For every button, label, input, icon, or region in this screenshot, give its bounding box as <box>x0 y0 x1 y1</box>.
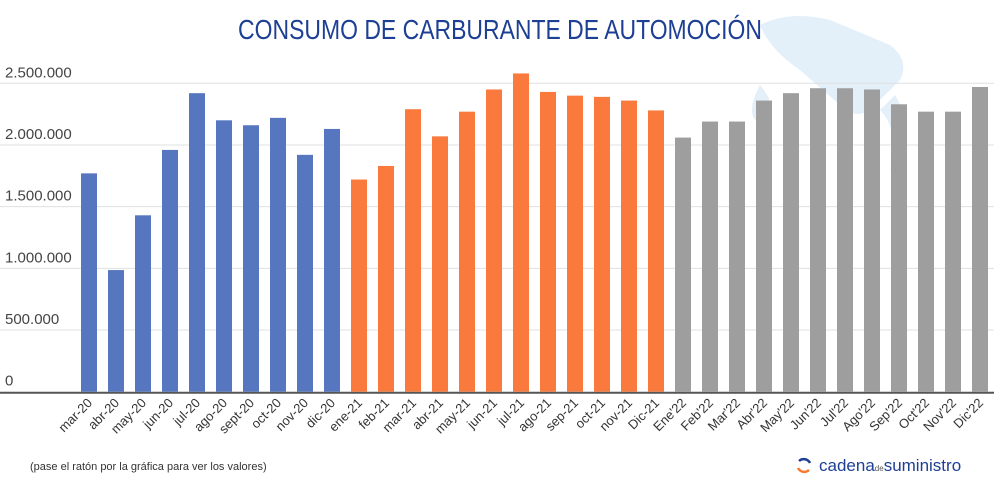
y-tick-label: 500.000 <box>5 311 59 328</box>
y-tick-label: 1.000.000 <box>5 249 72 266</box>
bar[interactable] <box>540 91 556 392</box>
y-tick-label: 0 <box>5 373 13 390</box>
y-tick-label: 2.500.000 <box>5 64 72 81</box>
bar[interactable] <box>621 100 637 392</box>
y-tick-label: 1.500.000 <box>5 188 72 205</box>
logo: cadenadesuministro <box>795 456 961 476</box>
x-tick-label: Dic'22 <box>950 395 986 431</box>
x-tick-label: jun-20 <box>139 395 176 432</box>
bar[interactable] <box>891 104 907 392</box>
bar[interactable] <box>216 120 232 392</box>
bar[interactable] <box>135 215 151 392</box>
bar[interactable] <box>729 121 745 392</box>
bar[interactable] <box>459 111 475 392</box>
bar[interactable] <box>810 88 826 392</box>
bar[interactable] <box>486 89 502 392</box>
logo-text-1: cadena <box>819 456 875 475</box>
x-tick-label: Jun'22 <box>787 395 824 432</box>
bar[interactable] <box>918 111 934 392</box>
bar[interactable] <box>324 128 340 392</box>
bar[interactable] <box>648 110 664 392</box>
bar[interactable] <box>837 88 853 392</box>
x-tick-label: jun-21 <box>463 395 500 432</box>
logo-text-2: de <box>874 464 884 473</box>
x-tick-label: mar-20 <box>55 395 95 435</box>
bar[interactable] <box>675 137 691 392</box>
bar[interactable] <box>351 179 367 392</box>
bar[interactable] <box>378 165 394 392</box>
bar[interactable] <box>567 95 583 392</box>
bar[interactable] <box>243 125 259 392</box>
bar[interactable] <box>81 173 97 392</box>
bar[interactable] <box>432 136 448 392</box>
bar[interactable] <box>108 270 124 392</box>
bar[interactable] <box>945 111 961 392</box>
bar[interactable] <box>594 96 610 392</box>
bar[interactable] <box>189 93 205 392</box>
bar[interactable] <box>702 121 718 392</box>
bar[interactable] <box>864 89 880 392</box>
y-tick-label: 2.000.000 <box>5 126 72 143</box>
bar[interactable] <box>972 87 988 392</box>
bar[interactable] <box>783 93 799 392</box>
bar[interactable] <box>756 100 772 392</box>
hover-hint: (pase el ratón por la gráfica para ver l… <box>30 461 267 473</box>
chart-title: CONSUMO DE CARBURANTE DE AUTOMOCIÓN <box>238 14 762 45</box>
bar[interactable] <box>162 149 178 392</box>
bar[interactable] <box>270 117 286 392</box>
bar[interactable] <box>513 73 529 392</box>
bar[interactable] <box>405 109 421 392</box>
logo-text-3: suministro <box>883 456 962 475</box>
logo-icon <box>796 457 812 474</box>
bar[interactable] <box>297 154 313 392</box>
